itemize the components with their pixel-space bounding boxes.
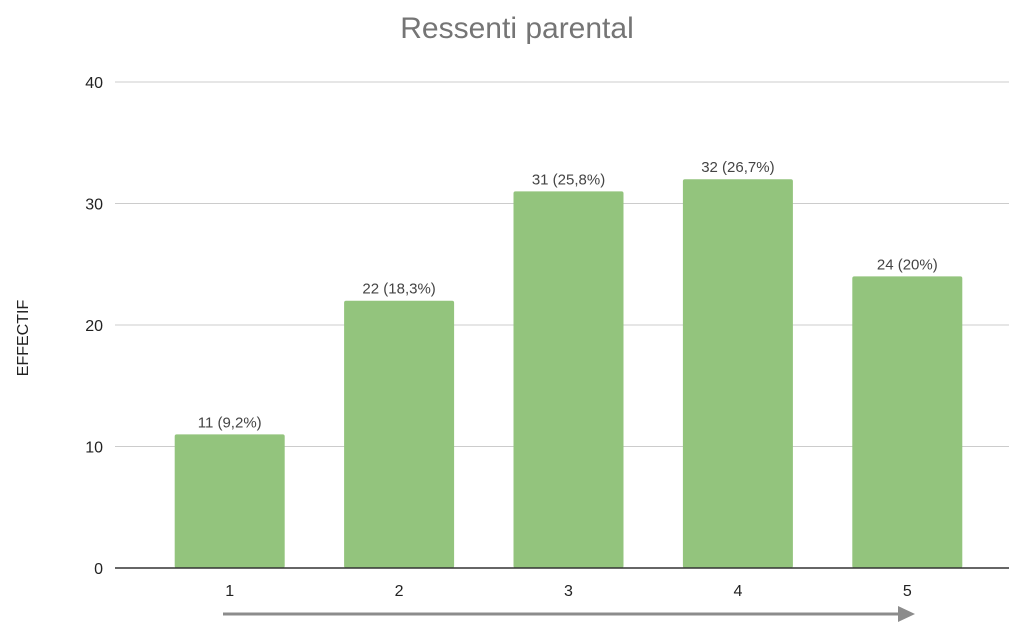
chart-title: Ressenti parental	[400, 12, 633, 45]
x-tick-label: 4	[733, 583, 742, 600]
bar-5	[852, 276, 963, 568]
data-label: 11 (9,2%)	[198, 414, 262, 431]
bars	[174, 179, 963, 568]
x-tick-labels: 1 2 3 4 5	[225, 583, 912, 600]
y-tick-label: 40	[85, 75, 103, 92]
data-label: 32 (26,7%)	[701, 159, 774, 176]
x-tick-label: 2	[395, 583, 404, 600]
bar-4	[682, 179, 793, 568]
arrow-head-icon	[898, 606, 915, 622]
bar-1	[174, 434, 285, 568]
y-tick-label: 10	[85, 440, 103, 457]
data-label: 24 (20%)	[877, 256, 938, 273]
y-axis-label: EFFECTIF	[15, 300, 32, 377]
x-axis-direction-arrow	[223, 606, 915, 622]
y-tick-labels: 0 10 20 30 40	[85, 75, 103, 578]
y-tick-label: 20	[85, 318, 103, 335]
bar-3	[513, 191, 624, 568]
data-labels: 11 (9,2%) 22 (18,3%) 31 (25,8%) 32 (26,7%) 2…	[198, 159, 938, 431]
data-label: 31 (25,8%)	[532, 171, 605, 188]
x-tick-label: 5	[903, 583, 912, 600]
bar-2	[344, 300, 455, 568]
x-tick-label: 3	[564, 583, 573, 600]
data-label: 22 (18,3%)	[362, 281, 435, 298]
y-tick-label: 0	[94, 561, 103, 578]
y-tick-label: 30	[85, 197, 103, 214]
x-tick-label: 1	[225, 583, 234, 600]
